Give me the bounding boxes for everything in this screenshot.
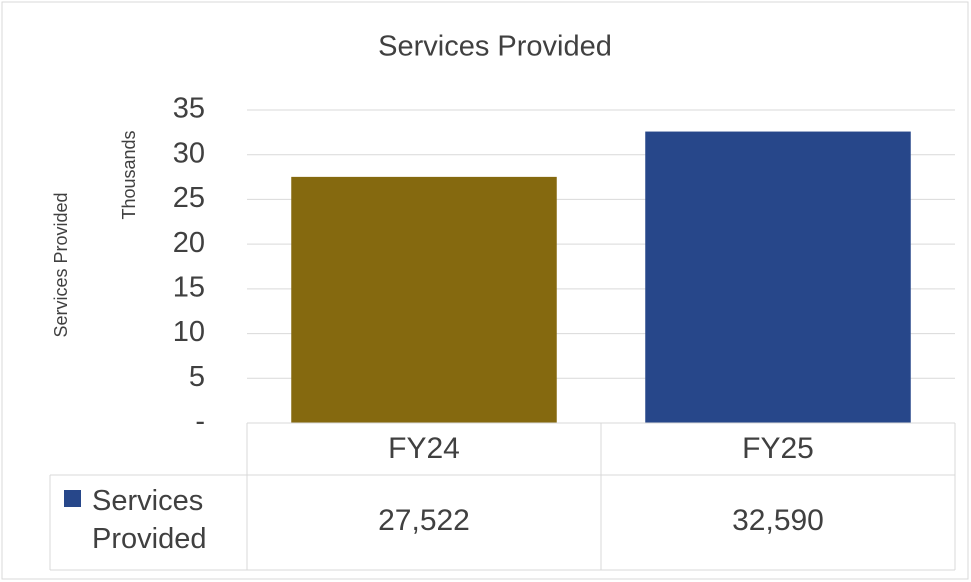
legend-swatch xyxy=(64,490,81,507)
x-tick-label: FY24 xyxy=(388,432,460,465)
y-tick-label: 5 xyxy=(189,361,205,393)
legend-label: Services Provided xyxy=(92,485,207,555)
y-axis-unit: Thousands xyxy=(119,130,139,219)
y-tick-label: 30 xyxy=(173,137,205,169)
y-tick-label: 35 xyxy=(173,93,205,125)
x-tick-label: FY25 xyxy=(742,432,814,465)
data-label: 27,522 xyxy=(378,504,470,537)
y-tick-label: 25 xyxy=(173,182,205,214)
data-label: 32,590 xyxy=(732,504,824,537)
y-tick-label: - xyxy=(195,406,205,438)
y-axis-title: Services Provided xyxy=(51,192,71,337)
y-tick-label: 15 xyxy=(173,272,205,304)
y-tick-label: 10 xyxy=(173,316,205,348)
bar xyxy=(291,176,557,423)
y-tick-label: 20 xyxy=(173,227,205,259)
bar xyxy=(645,131,911,423)
chart-title: Services Provided xyxy=(378,31,612,63)
